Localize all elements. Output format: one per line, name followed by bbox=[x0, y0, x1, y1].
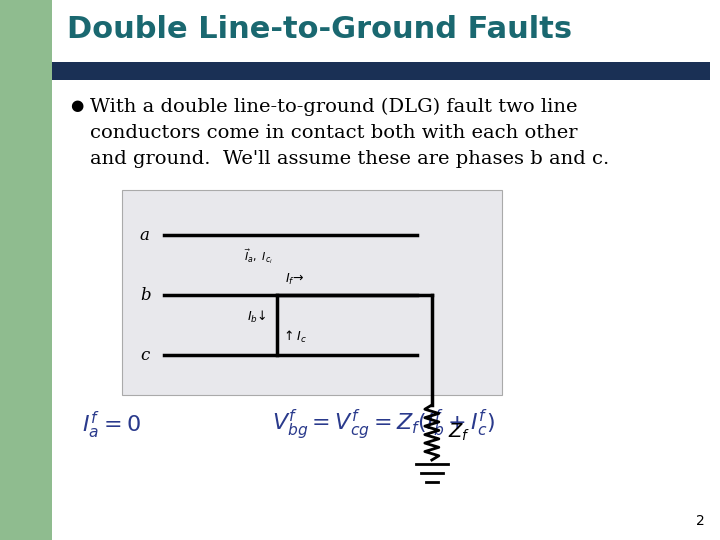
Text: b: b bbox=[140, 287, 150, 303]
Text: conductors come in contact both with each other: conductors come in contact both with eac… bbox=[90, 124, 577, 142]
Text: $\vec{I}_a,\ I_{c_i}$: $\vec{I}_a,\ I_{c_i}$ bbox=[244, 247, 273, 266]
Text: and ground.  We'll assume these are phases b and c.: and ground. We'll assume these are phase… bbox=[90, 150, 609, 168]
Text: ●: ● bbox=[70, 98, 83, 113]
Text: $Z_f$: $Z_f$ bbox=[448, 422, 470, 443]
Bar bbox=[122, 190, 502, 395]
Text: a: a bbox=[140, 226, 150, 244]
Bar bbox=[0, 0, 52, 62]
Text: $I_a^f = 0$: $I_a^f = 0$ bbox=[82, 409, 140, 441]
Text: $\uparrow I_c$: $\uparrow I_c$ bbox=[281, 329, 307, 345]
Text: $I_b\!\downarrow$: $I_b\!\downarrow$ bbox=[247, 309, 266, 325]
Text: $V_{bg}^f = V_{cg}^f = Z_f(I_b^f + I_c^f)$: $V_{bg}^f = V_{cg}^f = Z_f(I_b^f + I_c^f… bbox=[272, 408, 495, 442]
Bar bbox=[52, 62, 710, 80]
Text: Double Line-to-Ground Faults: Double Line-to-Ground Faults bbox=[67, 15, 572, 44]
Text: 2: 2 bbox=[696, 514, 705, 528]
Text: c: c bbox=[140, 347, 149, 363]
Text: $I_f \!\rightarrow$: $I_f \!\rightarrow$ bbox=[285, 272, 305, 287]
Bar bbox=[0, 0, 52, 540]
Text: With a double line-to-ground (DLG) fault two line: With a double line-to-ground (DLG) fault… bbox=[90, 98, 577, 116]
